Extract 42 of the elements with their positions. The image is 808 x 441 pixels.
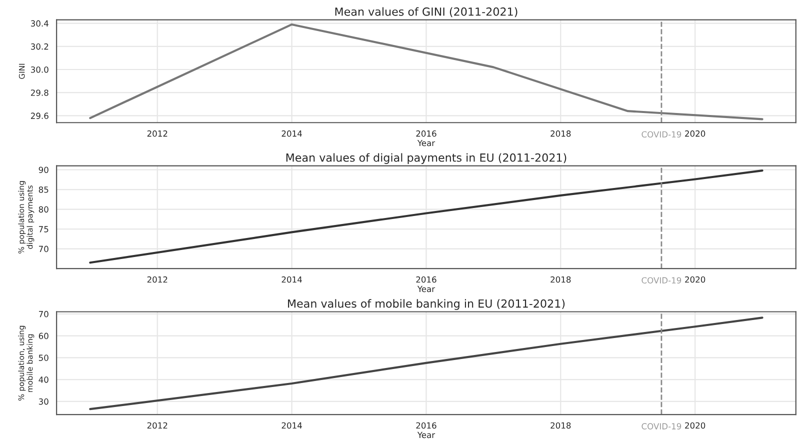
x-axis-title: Year <box>417 140 436 146</box>
x-tick-label: 2014 <box>282 276 302 283</box>
y-tick-label: 29.8 <box>30 90 48 96</box>
x-tick-label: 2020 <box>685 130 706 137</box>
y-tick-label: 80 <box>38 206 48 213</box>
chart-title: Mean values of digial payments in EU (2011-2021) <box>286 153 566 164</box>
y-tick-label: 50 <box>38 354 48 361</box>
x-tick-label: 2012 <box>147 130 168 137</box>
x-tick-label: 2012 <box>147 276 168 283</box>
y-tick-label: 90 <box>38 166 48 174</box>
x-tick-label: 2018 <box>550 276 571 283</box>
x-tick-label: 2012 <box>147 422 168 429</box>
y-tick-label: 75 <box>39 226 48 232</box>
x-axis-title: Year <box>417 286 436 292</box>
line-series <box>89 316 764 410</box>
x-tick-label: 2016 <box>416 276 436 283</box>
chart-title: Mean values of mobile banking in EU (2011-2021) <box>288 299 565 310</box>
y-tick-label: 60 <box>38 332 48 340</box>
line-series <box>89 23 764 120</box>
x-tick-label: 2016 <box>416 130 436 137</box>
y-tick-label: 30.4 <box>31 20 48 27</box>
x-tick-label: 2020 <box>685 422 706 429</box>
y-tick-label: 70 <box>39 246 48 252</box>
chart-title: Mean values of GINI (2011-2021) <box>335 7 518 18</box>
x-tick-label: 2014 <box>282 422 302 429</box>
y-tick-label: 29.6 <box>30 112 48 119</box>
y-tick-label: 40 <box>38 376 48 383</box>
y-tick-label: 70 <box>39 310 48 318</box>
ref-line-label: COVID-19 <box>642 423 682 430</box>
x-tick-label: 2020 <box>685 276 706 283</box>
line-series <box>89 170 764 264</box>
y-tick-label: 85 <box>38 186 48 193</box>
y-tick-label: 30 <box>38 398 48 405</box>
y-tick-label: 30.2 <box>31 43 48 50</box>
y-tick-label: 30.0 <box>31 66 48 73</box>
x-tick-label: 2018 <box>550 422 571 429</box>
x-tick-label: 2014 <box>282 130 302 137</box>
x-tick-label: 2018 <box>550 130 571 137</box>
ref-line-label: COVID-19 <box>642 277 682 284</box>
ref-line-label: COVID-19 <box>642 131 682 138</box>
x-tick-label: 2016 <box>416 422 436 429</box>
x-axis-title: Year <box>417 432 436 438</box>
